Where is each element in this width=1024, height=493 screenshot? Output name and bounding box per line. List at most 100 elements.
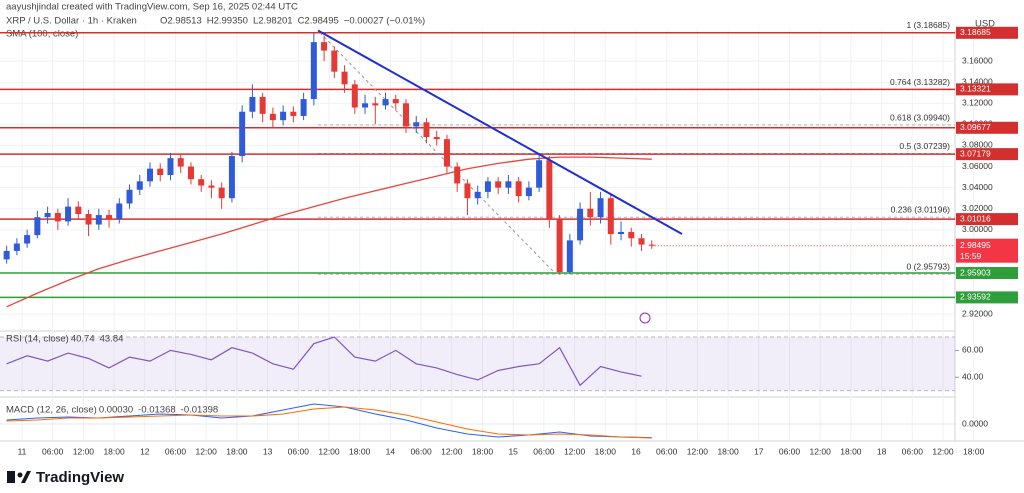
x-tick-label: 06:00 [533,446,555,456]
candle-body [362,103,369,108]
candle-body [3,250,10,260]
candle-body [208,185,215,188]
x-tick-label: 12:00 [687,446,709,456]
candle-body [341,71,348,85]
price-box [956,291,1018,304]
x-tick-label: 12 [140,446,150,456]
legend-value: -0.01368 [138,405,176,416]
candle-body [65,206,72,222]
candle-body [228,156,235,199]
candle-body [54,212,61,222]
candle-body [628,231,635,239]
fib-label: 0 (2.95793) [907,261,951,271]
rsi-line [6,336,642,387]
x-tick-label: 15 [508,446,518,456]
x-tick-label: 06:00 [410,446,432,456]
current-price-label: 2.98495 [960,240,991,250]
ohlc-value: −0.00027 (−0.01%) [344,16,425,27]
candle-body [577,208,584,241]
price-box-label: 2.93592 [960,292,991,302]
x-tick-label: 18:00 [103,446,125,456]
candle-body [351,84,358,108]
fib-label: 0.764 (3.13282) [890,77,950,87]
fib-label: 0.5 (3.07239) [899,141,950,151]
x-tick-label: 12:00 [564,446,586,456]
candle-body [126,189,133,204]
logo-mark [17,472,23,478]
fib-label: 1 (3.18685) [907,20,951,30]
price-box-label: 3.07179 [960,148,991,158]
x-tick-label: 12:00 [73,446,95,456]
x-tick-label: 06:00 [902,446,924,456]
x-tick-label: 12:00 [196,446,218,456]
symbol: XRP / U.S. Dollar · 1h · Kraken [6,16,137,27]
price-box [956,83,1018,96]
candle-body [187,166,194,180]
x-tick-label: 12:00 [318,446,340,456]
x-tick-label: 14 [386,446,396,456]
price-box [956,121,1018,134]
candle-body [218,187,225,199]
y-tick-label: 40.00 [962,371,984,381]
ohlc-value: C2.98495 [298,16,339,27]
candle-body [24,235,31,244]
y-tick-label: 0.0000 [962,418,988,428]
y-tick-label: 3.14000 [962,76,993,86]
x-tick-label: 18:00 [226,446,248,456]
candle-body [587,208,594,218]
candle-body [403,103,409,127]
legend-value: -0.01398 [181,405,219,416]
brand: TradingView [36,469,124,486]
x-tick-label: 18 [877,446,887,456]
candle-body [136,181,143,190]
candle-body [249,96,256,112]
candle-body [269,113,276,121]
x-tick-label: 13 [263,446,273,456]
price-box [956,238,1018,263]
candle-body [331,50,338,72]
countdown: 15:59 [960,251,982,261]
candle-body [382,99,389,106]
candle-body [556,219,563,273]
x-tick-label: 18:00 [963,446,985,456]
x-tick-label: 17 [754,446,764,456]
price-box-label: 3.18685 [960,27,991,37]
rsi-band [0,337,955,391]
candle-body [433,137,440,140]
indicator-title: SMA (100, close) [6,29,78,40]
y-tick-label: 3.06000 [962,161,993,171]
x-tick-label: 12:00 [441,446,463,456]
x-tick-label: 06:00 [288,446,310,456]
price-box [956,213,1018,226]
candle-body [607,198,614,235]
y-tick-label: 3.04000 [962,182,993,192]
candle-body [464,183,471,199]
ohlc-value: O2.98513 [160,16,202,27]
y-tick-label: 3.16000 [962,55,993,65]
price-box [956,26,1018,39]
candle-body [413,122,420,127]
candle-body [290,111,297,116]
logo: TradingView [7,469,124,486]
y-tick-label: 3.02000 [962,203,993,213]
x-tick-label: 18:00 [717,446,739,456]
candle-body [505,181,512,188]
candle-body [259,96,266,114]
candle-body [638,238,645,245]
y-tick-label: 3.08000 [962,140,993,150]
x-tick-label: 18:00 [349,446,371,456]
logo-mark [7,471,15,483]
candle-body [618,231,625,235]
candle-body [495,181,502,188]
candle-body [484,181,491,192]
candle-body [75,206,82,215]
x-tick-label: 18:00 [472,446,494,456]
candle-body [13,243,20,251]
price-box-label: 3.09677 [960,122,991,132]
candle-body [423,122,430,138]
candle-body [648,244,655,246]
candle-body [157,168,164,175]
credit: aayushjindal created with TradingView.co… [6,2,298,13]
legend-value: 0.00030 [99,405,133,416]
candle-body [239,111,246,157]
